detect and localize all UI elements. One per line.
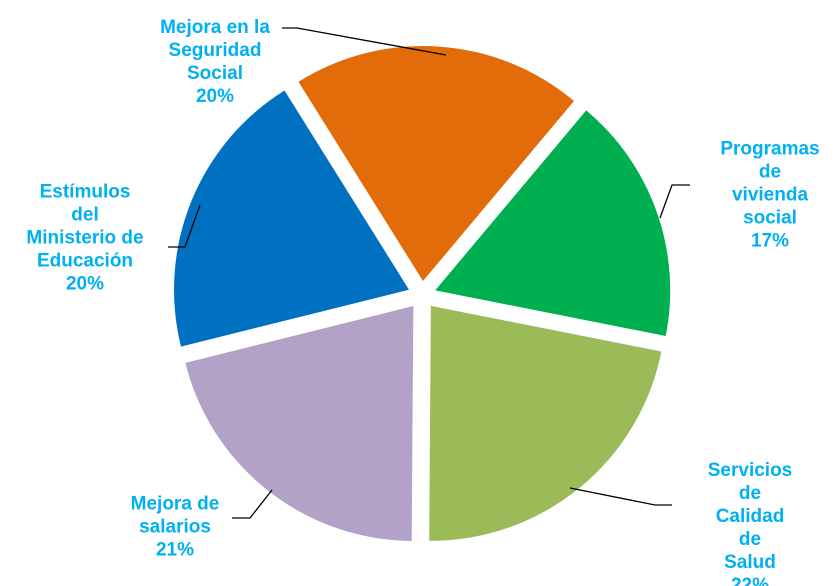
category-label: Programas de vivienda social [720,138,820,229]
value-label: 20% [195,86,235,107]
category-label: Mejora en la Seguridad Social [160,17,270,84]
leader-line [168,204,201,248]
slice-label: Estímulos del Ministerio de Educación 20% [26,181,143,296]
category-label: Servicios de Calidad de Salud [707,460,793,573]
leader-line [282,27,447,56]
slice-label: Mejora de salarios 21% [131,493,220,562]
value-label: 20% [65,273,105,295]
pie-slice [435,110,671,336]
slice-label: Mejora en la Seguridad Social 20% [160,16,270,108]
leader-line [232,489,273,519]
value-label: 21% [155,539,195,561]
pie-slice [429,305,662,541]
pie-slice [298,46,575,282]
slice-label: Programas de vivienda social 17% [720,138,819,253]
category-label: Estímulos del Ministerio de Educación [26,181,144,272]
category-label: Mejora de salarios [130,493,220,538]
value-label: 17% [750,230,790,252]
leader-line [659,184,690,219]
pie-slice [185,306,414,541]
leader-line [569,487,672,506]
pie-slice [174,90,410,347]
slice-label: Servicios de Calidad de Salud 22% [707,459,794,586]
value-label: 22% [730,575,770,586]
